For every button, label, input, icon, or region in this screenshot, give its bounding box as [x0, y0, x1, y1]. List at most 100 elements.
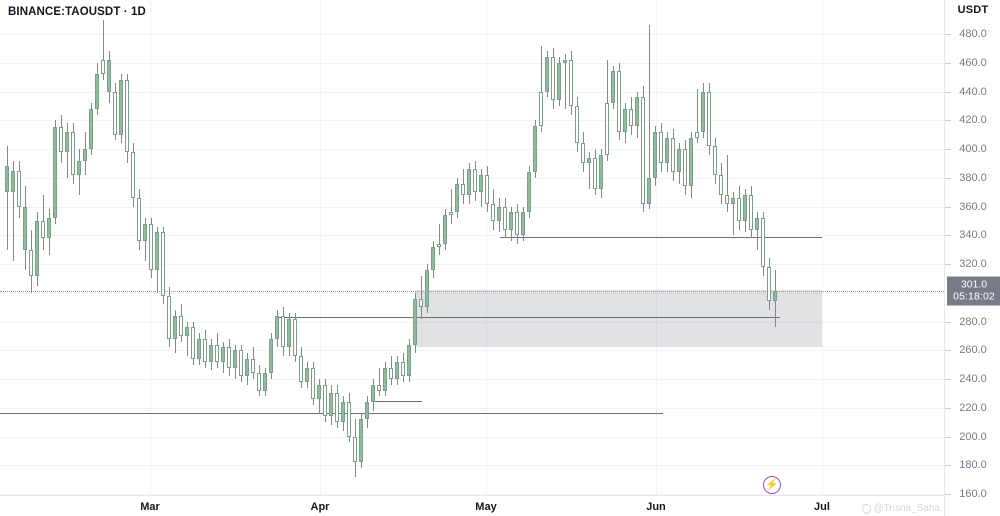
candle-body[interactable]	[407, 344, 411, 377]
candle-body[interactable]	[665, 137, 669, 164]
candle-body[interactable]	[179, 315, 183, 336]
candle-body[interactable]	[245, 358, 249, 377]
price-axis[interactable]: USDT 480.0 460.0 440.0 420.0 400.0 380.0 360.0…	[944, 0, 1000, 516]
candle-body[interactable]	[125, 80, 129, 152]
candle-body[interactable]	[119, 80, 123, 135]
candle-body[interactable]	[305, 367, 309, 382]
resistance-line-340[interactable]	[500, 237, 822, 238]
candle-body[interactable]	[53, 127, 57, 218]
candle-body[interactable]	[149, 223, 153, 270]
candle-body[interactable]	[143, 223, 147, 241]
candle-body[interactable]	[473, 169, 477, 193]
candle-body[interactable]	[113, 91, 117, 135]
candle-body[interactable]	[767, 266, 771, 302]
candle-body[interactable]	[377, 384, 381, 391]
candle-body[interactable]	[725, 195, 729, 204]
candle-body[interactable]	[713, 146, 717, 175]
candle-body[interactable]	[533, 126, 537, 172]
candle-body[interactable]	[29, 249, 33, 276]
candle-body[interactable]	[101, 59, 105, 75]
candle-body[interactable]	[461, 183, 465, 195]
candle-body[interactable]	[353, 436, 357, 463]
candle-body[interactable]	[641, 97, 645, 204]
candle-body[interactable]	[521, 212, 525, 236]
candle-body[interactable]	[35, 220, 39, 276]
candle-body[interactable]	[593, 157, 597, 190]
candle-body[interactable]	[65, 131, 69, 152]
candle-body[interactable]	[737, 197, 741, 221]
candle-body[interactable]	[671, 137, 675, 172]
candle-body[interactable]	[269, 338, 273, 374]
candle-body[interactable]	[653, 131, 657, 178]
candle-body[interactable]	[11, 170, 15, 193]
current-price-badge[interactable]: 301.0 05:18:02	[947, 276, 1000, 306]
candle-body[interactable]	[515, 212, 519, 236]
candle-body[interactable]	[383, 367, 387, 391]
candle-body[interactable]	[41, 220, 45, 239]
candle-body[interactable]	[5, 166, 9, 193]
candle-body[interactable]	[527, 172, 531, 213]
supply-demand-zone-box[interactable]	[415, 290, 822, 347]
candle-body[interactable]	[437, 243, 441, 247]
candle-body[interactable]	[617, 71, 621, 132]
candle-body[interactable]	[647, 177, 651, 204]
candle-body[interactable]	[335, 393, 339, 423]
candle-body[interactable]	[389, 367, 393, 379]
candle-body[interactable]	[545, 57, 549, 92]
candle-body[interactable]	[755, 218, 759, 230]
candlestick-series[interactable]	[0, 0, 944, 495]
candle-body[interactable]	[107, 59, 111, 92]
candle-body[interactable]	[227, 347, 231, 368]
candle-body[interactable]	[719, 174, 723, 195]
candle-body[interactable]	[689, 137, 693, 187]
candle-body[interactable]	[695, 131, 699, 138]
candle-body[interactable]	[89, 108, 93, 149]
candle-body[interactable]	[359, 419, 363, 463]
candle-body[interactable]	[431, 246, 435, 270]
candle-body[interactable]	[605, 103, 609, 155]
candle-body[interactable]	[587, 157, 591, 164]
candle-body[interactable]	[455, 183, 459, 213]
candle-body[interactable]	[83, 149, 87, 161]
candle-body[interactable]	[167, 295, 171, 339]
candle-body[interactable]	[659, 131, 663, 164]
candle-body[interactable]	[215, 344, 219, 362]
candle-body[interactable]	[173, 315, 177, 339]
candle-body[interactable]	[95, 74, 99, 109]
candle-body[interactable]	[71, 131, 75, 175]
candle-body[interactable]	[563, 59, 567, 63]
candle-body[interactable]	[629, 108, 633, 126]
candle-body[interactable]	[479, 174, 483, 193]
candle-body[interactable]	[131, 151, 135, 198]
minor-line-232[interactable]	[375, 401, 422, 402]
candle-body[interactable]	[209, 344, 213, 362]
candle-body[interactable]	[467, 169, 471, 195]
candle-body[interactable]	[623, 108, 627, 132]
candle-body[interactable]	[551, 57, 555, 101]
candle-body[interactable]	[59, 127, 63, 152]
candle-body[interactable]	[365, 402, 369, 420]
candle-body[interactable]	[137, 197, 141, 241]
candle-body[interactable]	[77, 160, 81, 175]
candle-body[interactable]	[425, 269, 429, 308]
candle-body[interactable]	[509, 212, 513, 230]
candle-body[interactable]	[491, 203, 495, 221]
candle-body[interactable]	[599, 154, 603, 190]
candle-body[interactable]	[221, 347, 225, 362]
candle-body[interactable]	[47, 218, 51, 239]
candle-body[interactable]	[701, 91, 705, 132]
candle-body[interactable]	[233, 350, 237, 368]
candle-body[interactable]	[371, 384, 375, 402]
lightning-bolt-icon[interactable]: ⚡	[763, 476, 781, 494]
candle-body[interactable]	[293, 318, 297, 356]
candle-body[interactable]	[299, 356, 303, 382]
candle-body[interactable]	[395, 361, 399, 379]
candle-body[interactable]	[239, 350, 243, 377]
candle-body[interactable]	[677, 149, 681, 172]
candle-body[interactable]	[761, 218, 765, 267]
candle-body[interactable]	[683, 149, 687, 187]
candle-body[interactable]	[275, 315, 279, 339]
candle-body[interactable]	[185, 327, 189, 336]
candle-body[interactable]	[23, 206, 27, 250]
candle-body[interactable]	[503, 206, 507, 230]
